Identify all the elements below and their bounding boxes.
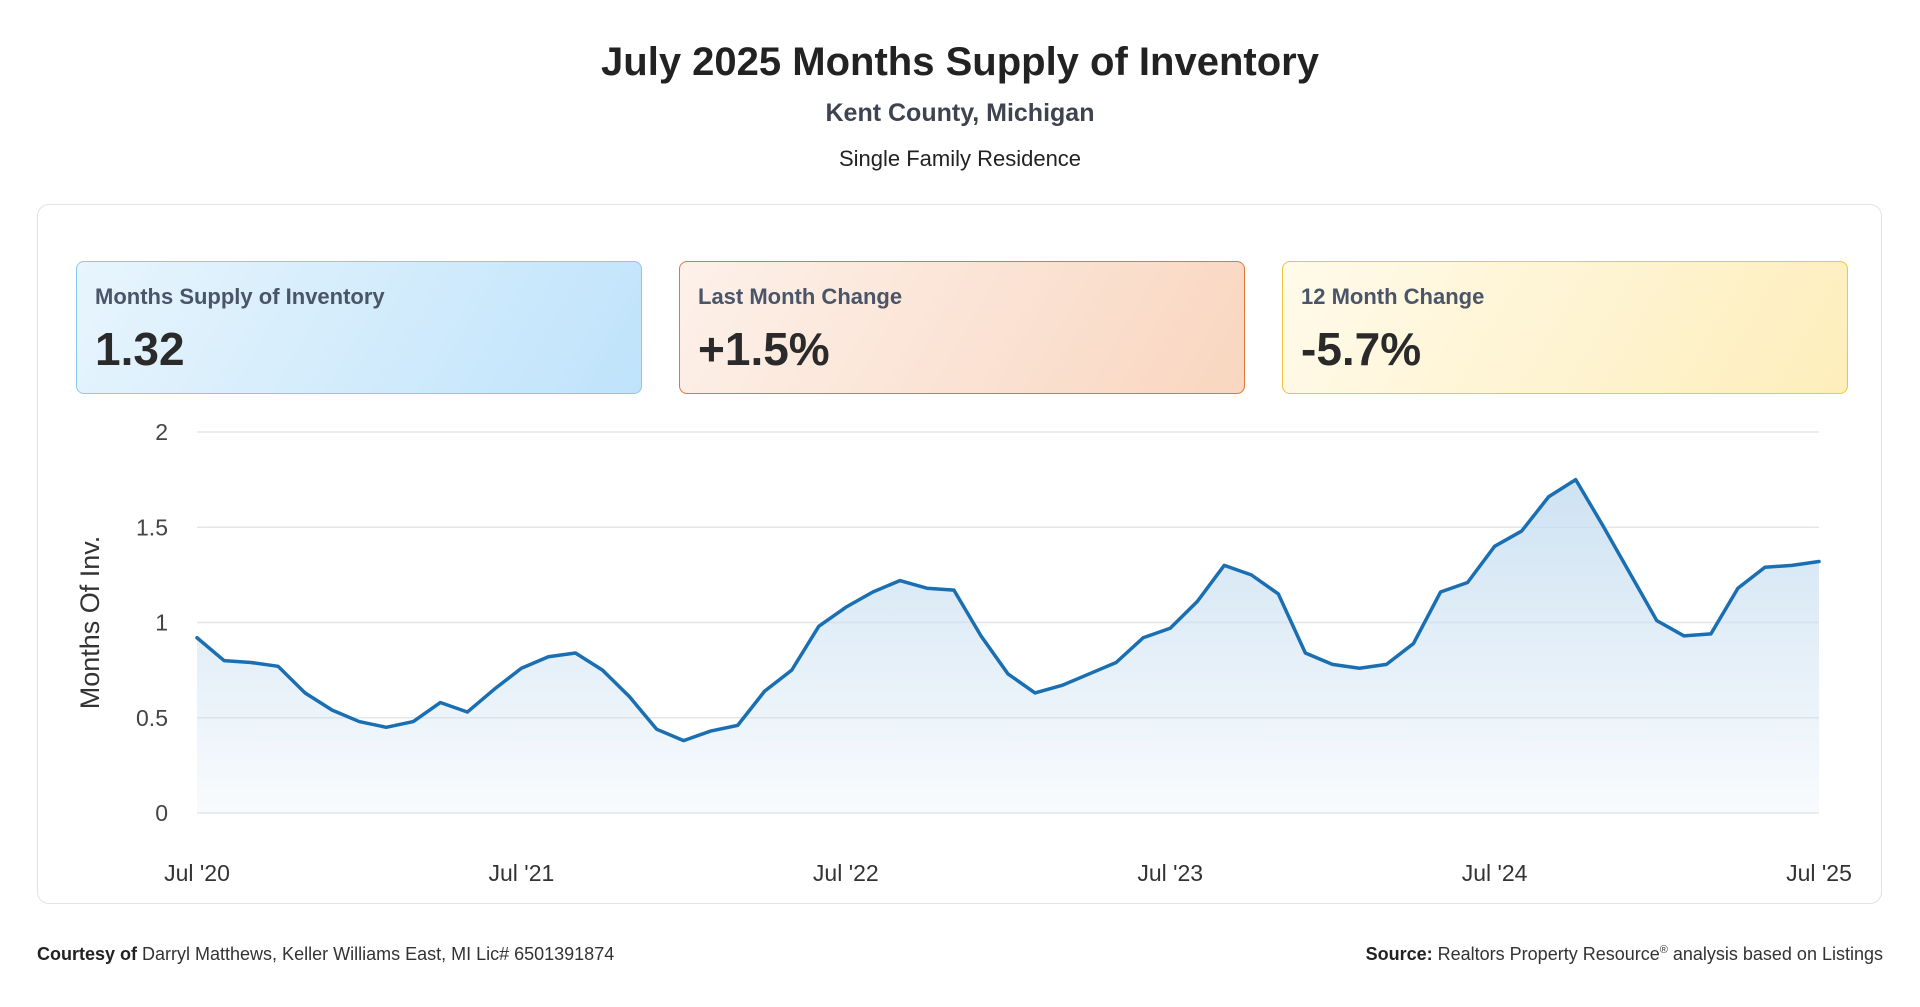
source-text-tail: analysis based on Listings: [1672, 944, 1883, 964]
y-tick-label: 1: [155, 610, 168, 636]
registered-mark: ®: [1659, 944, 1668, 956]
courtesy-text: Darryl Matthews, Keller Williams East, M…: [142, 944, 615, 964]
stat-card-label: 12 Month Change: [1301, 284, 1485, 309]
x-tick-label: Jul '22: [813, 860, 879, 886]
source-text: Realtors Property Resource: [1437, 944, 1660, 964]
stat-card-value: -5.7%: [1301, 323, 1422, 375]
location-subtitle: Kent County, Michigan: [825, 99, 1095, 127]
x-tick-label: Jul '21: [489, 860, 555, 886]
stat-card-12-month-change: 12 Month Change -5.7%: [1282, 261, 1848, 394]
series-line: [195, 477, 1821, 743]
x-tick-label: Jul '23: [1137, 860, 1203, 886]
x-tick-label: Jul '24: [1462, 860, 1528, 886]
stat-card-label: Last Month Change: [698, 284, 903, 309]
y-axis-label: Months Of Inv.: [75, 536, 105, 710]
x-tick-label: Jul '20: [164, 860, 230, 886]
source-footer: Source: Realtors Property Resource® anal…: [1366, 944, 1883, 965]
courtesy-footer: Courtesy of Darryl Matthews, Keller Will…: [37, 944, 614, 965]
stat-card-months-supply: Months Supply of Inventory 1.32: [76, 261, 642, 394]
source-label: Source:: [1365, 944, 1433, 964]
property-type-label: Single Family Residence: [838, 146, 1082, 171]
page-title: July 2025 Months Supply of Inventory: [601, 40, 1319, 84]
x-tick-label: Jul '25: [1786, 860, 1852, 886]
stat-card-label: Months Supply of Inventory: [95, 284, 385, 309]
y-tick-label: 0: [155, 800, 168, 826]
series-area: [197, 479, 1819, 813]
stat-card-value: 1.32: [95, 323, 185, 375]
y-tick-label: 0.5: [136, 705, 168, 731]
courtesy-label: Courtesy of: [37, 944, 138, 964]
y-tick-label: 2: [155, 419, 168, 445]
stat-card-value: +1.5%: [698, 323, 830, 375]
stat-card-last-month-change: Last Month Change +1.5%: [679, 261, 1245, 394]
y-tick-label: 1.5: [136, 514, 168, 540]
